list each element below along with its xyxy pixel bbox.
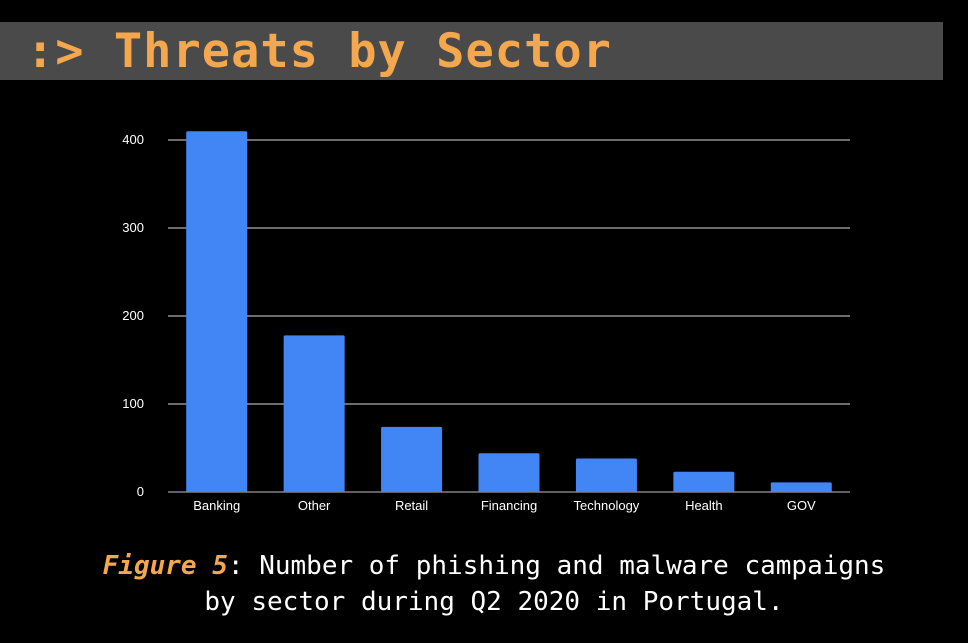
bar-other — [283, 335, 345, 492]
x-tick-label: GOV — [787, 498, 816, 513]
bar-chart: 0 100 200 300 400 Banking Other Retail Financin… — [0, 100, 968, 530]
x-tick-label: Technology — [574, 498, 640, 513]
caption-separator: : — [227, 551, 244, 581]
caption-line-2: by sector during Q2 2020 in Portugal. — [204, 587, 784, 617]
y-tick-label: 300 — [122, 220, 144, 235]
x-tick-label: Banking — [193, 498, 240, 513]
y-tick-label: 200 — [122, 308, 144, 323]
caption-line-1: Figure 5: Number of phishing and malware… — [0, 548, 968, 584]
bar-health — [673, 471, 735, 492]
bars — [186, 131, 832, 492]
bar-financing — [478, 453, 540, 492]
x-tick-label: Health — [685, 498, 723, 513]
bar-banking — [186, 131, 248, 492]
caption-text-1: Number of phishing and malware campaigns — [243, 551, 886, 581]
y-tick-label: 0 — [137, 484, 144, 499]
title-prefix: :> — [26, 24, 85, 79]
bar-chart-svg: 0 100 200 300 400 Banking Other Retail Financin… — [122, 131, 850, 513]
title-text: Threats by Sector — [113, 24, 612, 79]
y-axis-ticks: 0 100 200 300 400 — [122, 132, 144, 499]
y-tick-label: 400 — [122, 132, 144, 147]
figure-caption: Figure 5: Number of phishing and malware… — [0, 548, 968, 620]
bar-retail — [381, 426, 443, 492]
bar-technology — [575, 458, 637, 492]
title-bar: :> Threats by Sector — [0, 22, 943, 80]
x-tick-label: Other — [298, 498, 331, 513]
figure-label: Figure 5 — [102, 551, 228, 581]
y-tick-label: 100 — [122, 396, 144, 411]
x-axis-ticks: Banking Other Retail Financing Technology Hea… — [193, 498, 816, 513]
x-tick-label: Retail — [395, 498, 428, 513]
page-title: :> Threats by Sector — [26, 22, 612, 80]
bar-gov — [770, 482, 832, 492]
x-tick-label: Financing — [481, 498, 537, 513]
grid-lines — [168, 139, 850, 493]
